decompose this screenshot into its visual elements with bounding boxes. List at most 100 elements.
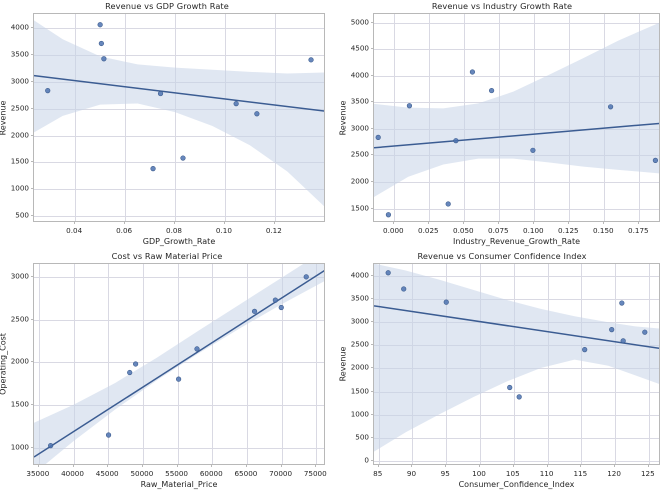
x-tick-mark: [603, 222, 605, 224]
y-tick-label: 3000: [10, 271, 29, 281]
x-tick-mark: [393, 222, 395, 224]
regression-overlay: [34, 20, 324, 207]
y-tick-mark: [31, 54, 33, 56]
y-tick-label: 2500: [10, 314, 29, 324]
x-tick-label: 105: [505, 469, 520, 478]
gridline-vertical: [316, 264, 318, 464]
data-point: [620, 338, 626, 344]
chart-panel-revenue-vs-consumer-confidence-index: Revenue vs Consumer Confidence Index 0 500…: [335, 250, 669, 500]
y-tick-mark: [371, 181, 373, 183]
gridline-vertical: [212, 264, 214, 464]
y-tick-mark: [371, 207, 373, 209]
data-point: [516, 394, 522, 400]
y-tick-label: 2500: [10, 103, 29, 113]
gridline-horizontal: [34, 448, 324, 450]
x-tick-mark: [638, 222, 640, 224]
y-tick-label: 1500: [350, 203, 369, 213]
y-tick-label: 3500: [350, 96, 369, 106]
x-axis-label: Industry_Revenue_Growth_Rate: [452, 237, 581, 246]
y-tick-mark: [31, 318, 33, 320]
x-tick-mark: [72, 465, 74, 467]
y-tick-mark: [371, 74, 373, 76]
x-tick-label: 50000: [130, 469, 154, 478]
data-point: [105, 432, 112, 438]
data-point: [101, 56, 107, 62]
x-tick-mark: [498, 222, 500, 224]
y-tick-mark: [371, 413, 373, 415]
x-tick-label: 120: [607, 469, 621, 478]
y-tick-label: 2000: [10, 130, 29, 140]
gridline-horizontal: [374, 182, 659, 184]
y-axis-label: Operating_Cost: [0, 333, 8, 395]
gridline-horizontal: [34, 276, 324, 278]
y-axis-label: Revenue: [0, 100, 8, 135]
y-tick-mark: [371, 275, 373, 277]
gridline-horizontal: [34, 162, 324, 164]
x-tick-mark: [463, 222, 465, 224]
x-tick-mark: [174, 222, 175, 224]
confidence-band: [34, 20, 324, 207]
gridline-horizontal: [374, 437, 659, 439]
data-point: [194, 346, 200, 352]
y-tick-label: 3000: [350, 316, 369, 326]
y-tick-mark: [31, 361, 33, 363]
chart-title: Revenue vs GDP Growth Rate: [105, 1, 229, 11]
y-tick-label: 2500: [350, 339, 369, 349]
x-tick-mark: [141, 465, 143, 467]
x-tick-label: 100: [472, 469, 486, 478]
x-tick-mark: [245, 465, 247, 467]
x-tick-mark: [273, 222, 275, 224]
y-tick-label: 1000: [10, 183, 29, 193]
y-tick-label: 1000: [350, 409, 369, 419]
gridline-horizontal: [374, 75, 659, 77]
data-point: [406, 103, 413, 109]
data-point: [469, 69, 476, 75]
x-tick-mark: [124, 222, 126, 224]
y-axis-label: Revenue: [338, 100, 348, 135]
y-axis-label: Revenue: [338, 346, 348, 382]
data-point: [133, 361, 139, 367]
x-tick-label: 0.04: [66, 226, 83, 235]
regression-line: [34, 74, 324, 112]
data-point: [254, 111, 260, 117]
x-tick-label: 95: [440, 469, 450, 478]
y-tick-mark: [371, 101, 373, 103]
gridline-horizontal: [374, 391, 659, 393]
data-point: [652, 157, 659, 163]
x-tick-label: 40000: [61, 469, 84, 478]
chart-title: Cost vs Raw Material Price: [111, 251, 223, 261]
x-tick-mark: [211, 465, 213, 467]
x-tick-mark: [74, 222, 76, 224]
regression-overlay: [34, 264, 324, 464]
plot-area: [33, 13, 325, 222]
y-tick-mark: [371, 127, 373, 129]
y-tick-mark: [371, 390, 373, 392]
x-tick-label: 55000: [165, 469, 188, 478]
y-tick-label: 3000: [10, 76, 29, 86]
x-tick-label: 45000: [95, 469, 119, 478]
y-tick-mark: [31, 134, 33, 136]
x-tick-mark: [614, 465, 616, 467]
y-tick-mark: [371, 48, 373, 50]
data-point: [609, 327, 615, 333]
x-tick-mark: [512, 465, 514, 467]
y-tick-label: 500: [15, 210, 29, 220]
x-tick-label: 0.050: [453, 226, 474, 235]
y-tick-mark: [31, 161, 33, 163]
regression-line: [374, 305, 659, 350]
x-tick-label: 0.100: [523, 226, 544, 235]
data-point: [530, 147, 536, 153]
regression-overlay: [374, 22, 659, 218]
data-point: [45, 88, 51, 94]
y-tick-label: 2000: [350, 362, 369, 372]
gridline-horizontal: [34, 189, 324, 191]
regression-overlay: [374, 264, 659, 452]
y-tick-label: 2500: [350, 149, 369, 159]
data-point: [176, 376, 182, 382]
x-tick-mark: [315, 465, 317, 467]
y-tick-label: 4500: [350, 43, 369, 53]
y-tick-mark: [31, 215, 33, 217]
x-tick-mark: [647, 465, 649, 467]
data-point: [98, 40, 104, 47]
